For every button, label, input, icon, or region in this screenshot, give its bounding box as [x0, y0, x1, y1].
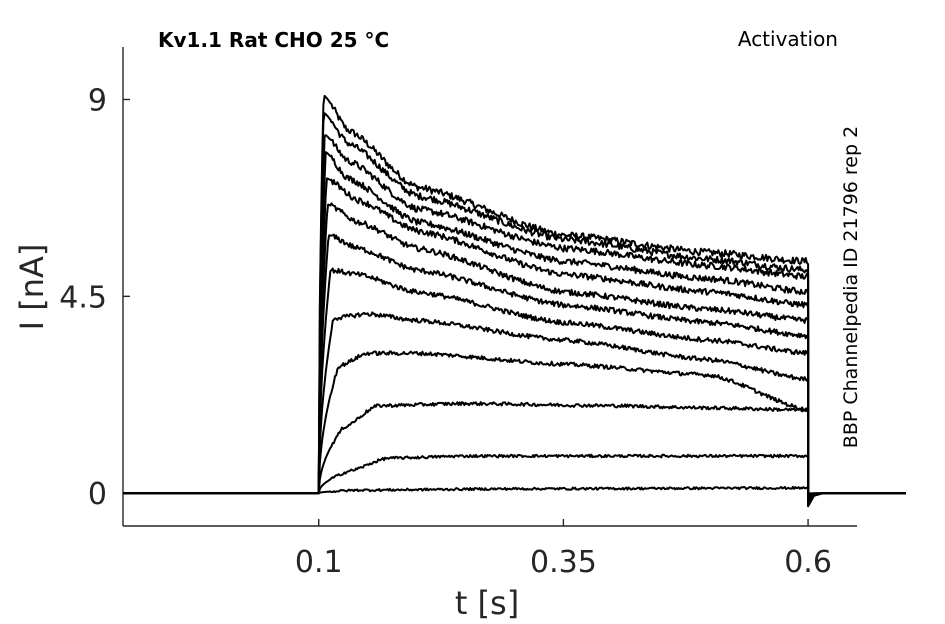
y-tick-label: 0 — [88, 477, 107, 512]
x-tick-label: 0.1 — [295, 545, 343, 580]
axes — [122, 47, 857, 527]
current-trace-6 — [123, 202, 906, 504]
current-trace-10 — [123, 350, 906, 499]
current-trace-2 — [123, 112, 906, 507]
current-trace-9 — [123, 311, 906, 501]
x-axis-label: t [s] — [455, 584, 519, 622]
traces — [123, 94, 906, 508]
ticks: 0.1 0.35 0.6 0 4.5 9 — [59, 83, 832, 580]
y-tick-label: 9 — [88, 83, 107, 118]
y-axis-label: I [nA] — [13, 244, 51, 331]
current-trace-13 — [123, 485, 906, 495]
current-trace-12 — [123, 453, 906, 496]
current-trace-8 — [123, 267, 906, 502]
current-trace-5 — [123, 177, 906, 505]
x-tick-label: 0.35 — [530, 545, 597, 580]
chart-title: Kv1.1 Rat CHO 25 °C — [158, 28, 389, 52]
current-trace-11 — [123, 401, 906, 498]
current-trace-3 — [123, 134, 906, 507]
current-trace-4 — [123, 151, 906, 506]
current-trace-1 — [123, 94, 906, 508]
y-tick-label: 4.5 — [59, 280, 107, 315]
x-tick-label: 0.6 — [784, 545, 832, 580]
source-label: BBP Channelpedia ID 21796 rep 2 — [840, 126, 862, 448]
protocol-label: Activation — [738, 27, 838, 51]
current-trace-7 — [123, 233, 906, 503]
